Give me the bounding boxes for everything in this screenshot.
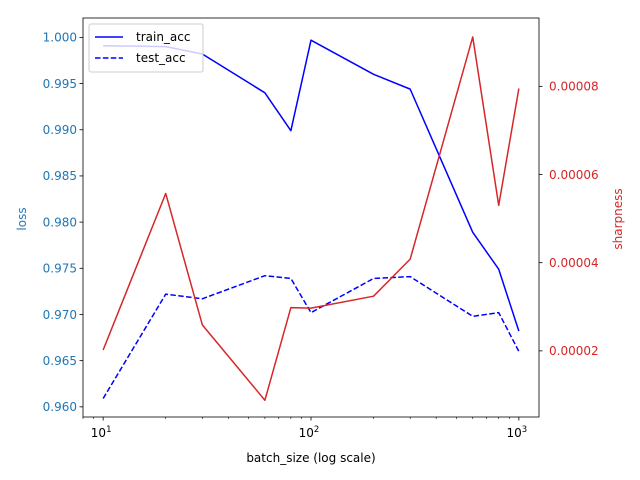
legend-label-test-acc: test_acc <box>136 51 186 65</box>
x-axis-label: batch_size (log scale) <box>246 451 375 465</box>
left-tick-label: 0.990 <box>43 123 77 137</box>
series-line-test-acc <box>102 274 520 399</box>
right-tick-label: 0.00006 <box>549 168 599 182</box>
left-tick-label: 0.965 <box>43 354 77 368</box>
legend-label-train-acc: train_acc <box>136 30 190 44</box>
left-axis-label: loss <box>15 207 29 230</box>
series-line-train-acc <box>103 39 520 332</box>
left-tick-label: 0.970 <box>43 308 77 322</box>
right-axis-label: sharpness <box>611 188 625 249</box>
right-tick-label: 0.00002 <box>549 344 599 358</box>
legend-box <box>88 23 204 73</box>
plot-frame <box>82 17 540 418</box>
series-layer <box>102 36 520 401</box>
left-tick-label: 0.995 <box>43 77 77 91</box>
left-tick-label: 1.000 <box>43 31 77 45</box>
left-tick-label: 0.960 <box>43 400 77 414</box>
series-line-sharpness <box>102 36 520 401</box>
legend: train_acc test_acc <box>88 23 204 73</box>
x-tick-label: 103 <box>507 425 528 440</box>
right-axis-ticks: 0.00002 0.00004 0.00006 0.00008 <box>539 80 599 358</box>
left-tick-label: 0.975 <box>43 262 77 276</box>
left-tick-label: 0.980 <box>43 215 77 229</box>
left-axis-ticks: 0.960 0.965 0.970 0.975 0.980 0.985 0.990 0.995… <box>43 31 83 414</box>
left-tick-label: 0.985 <box>43 169 77 183</box>
x-tick-label: 101 <box>91 425 112 440</box>
x-axis-ticks: 101 102 103 <box>82 417 528 440</box>
right-tick-label: 0.00008 <box>549 80 599 94</box>
x-tick-label: 102 <box>299 425 320 440</box>
right-tick-label: 0.00004 <box>549 256 599 270</box>
